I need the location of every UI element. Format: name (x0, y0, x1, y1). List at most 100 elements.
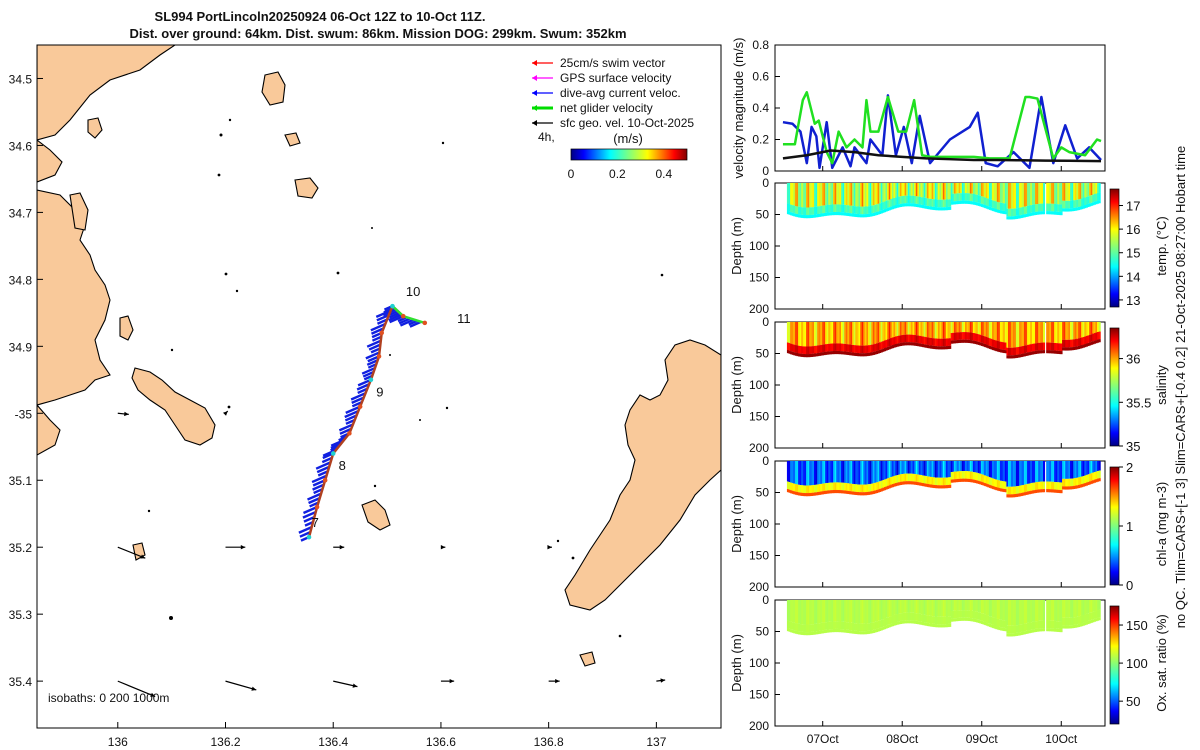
section-cell-surface (864, 461, 867, 485)
section-cell-deep (961, 617, 964, 621)
section-cell-transition (915, 196, 918, 204)
track-point (314, 504, 320, 510)
section-cell-deep (1022, 214, 1025, 218)
geo-vector-head (222, 411, 228, 416)
section-cell-transition (966, 471, 969, 479)
section-cell-transition (796, 484, 799, 493)
section-cell-deep (1030, 629, 1033, 633)
section-cell-surface (961, 461, 964, 472)
section-cell-surface (844, 322, 847, 344)
section-cell-transition (798, 206, 801, 215)
section-cell-transition (944, 616, 947, 625)
section-cell-deep (982, 204, 985, 208)
section-cell-transition (957, 193, 960, 201)
section-cell-deep (947, 345, 950, 350)
section-cell-transition (1087, 474, 1090, 482)
section-cell-transition (950, 611, 953, 619)
section-cell-surface (788, 461, 791, 483)
section-cell-transition (1033, 621, 1036, 630)
section-cell-transition (950, 194, 953, 202)
section-cell-deep (1022, 631, 1025, 635)
section-cell-transition (939, 616, 942, 625)
section-cell-surface (920, 322, 923, 337)
section-cell-deep (809, 492, 812, 497)
section-cell-surface (995, 322, 998, 341)
section-cell-transition (990, 616, 993, 625)
section-cell-surface (1031, 183, 1034, 205)
section-cell-deep (1046, 628, 1049, 632)
section-cell-surface (949, 322, 952, 339)
section-cell-deep (1025, 352, 1028, 356)
section-cell-deep (887, 346, 890, 350)
section-cell-surface (910, 322, 914, 335)
section-cell-transition (906, 612, 909, 621)
section-cell-deep (1017, 493, 1020, 497)
section-cell-deep (798, 631, 801, 635)
section-cell-transition (1090, 195, 1093, 203)
section-cell-deep (917, 204, 920, 208)
section-cell-surface (1038, 322, 1041, 343)
section-cell-deep (934, 624, 937, 628)
section-cell-transition (842, 482, 845, 491)
section-cell-transition (955, 471, 958, 480)
section-cell-surface (877, 183, 880, 204)
section-cell-transition (893, 614, 896, 623)
section-cell-surface (885, 183, 888, 201)
section-cell-surface (874, 183, 877, 205)
section-cell-transition (828, 204, 831, 213)
section-cell-transition (1085, 474, 1089, 483)
section-cell-deep (882, 348, 885, 352)
section-cell-surface (890, 600, 893, 617)
section-cell-surface (941, 183, 944, 200)
section-cell-deep (942, 346, 945, 350)
section-cell-deep (1063, 625, 1066, 629)
section-cell-surface (839, 461, 842, 483)
section-cell-deep (966, 617, 969, 621)
section-cell-deep (1031, 629, 1034, 633)
section-cell-transition (1065, 200, 1068, 209)
section-cell-surface (866, 461, 869, 485)
section-cell-transition (1068, 339, 1071, 348)
section-cell-surface (810, 461, 813, 486)
section-cell-surface (904, 322, 907, 335)
section-colorbar-tick-label: 17 (1126, 199, 1140, 214)
section-cell-transition (1071, 478, 1074, 487)
section-cell-deep (866, 491, 869, 496)
section-cell-deep (1095, 479, 1098, 483)
section-cell-surface (984, 461, 987, 476)
section-cell-transition (866, 623, 869, 631)
section-cell-surface (1033, 183, 1036, 205)
section-cell-surface (1062, 322, 1065, 340)
section-cell-deep (1063, 208, 1066, 212)
section-cell-surface (1025, 183, 1028, 207)
chart-title-line2: Dist. over ground: 64km. Dist. swum: 86k… (129, 26, 626, 41)
section-cell-transition (853, 345, 856, 353)
section-cell-surface (973, 461, 976, 473)
section-cell-surface (1097, 600, 1100, 611)
section-cell-deep (812, 214, 815, 218)
section-cell-surface (1057, 600, 1060, 622)
section-cell-deep (1038, 211, 1041, 215)
glider-track (298, 303, 428, 542)
section-cell-transition (1081, 476, 1084, 485)
section-cell-surface (942, 461, 945, 478)
map-y-tick-label: 34.7 (9, 206, 33, 220)
section-cell-deep (904, 342, 907, 346)
section-cell-deep (872, 490, 875, 494)
section-cell-transition (828, 482, 831, 491)
section-cell-transition (1023, 484, 1026, 493)
section-cell-transition (1035, 482, 1038, 490)
section-cell-surface (917, 183, 920, 197)
section-cell-surface (963, 600, 966, 611)
section-cell-transition (820, 622, 823, 631)
section-cell-transition (987, 615, 990, 624)
section-cell-deep (925, 344, 928, 348)
section-cell-deep (829, 629, 832, 633)
section-cell-transition (990, 477, 993, 486)
section-cell-transition (812, 485, 815, 493)
section-cell-deep (996, 209, 999, 213)
section-cell-surface (998, 600, 1001, 620)
section-cell-transition (1027, 622, 1030, 631)
section-cell-deep (863, 214, 866, 218)
section-cell-deep (1027, 491, 1030, 495)
